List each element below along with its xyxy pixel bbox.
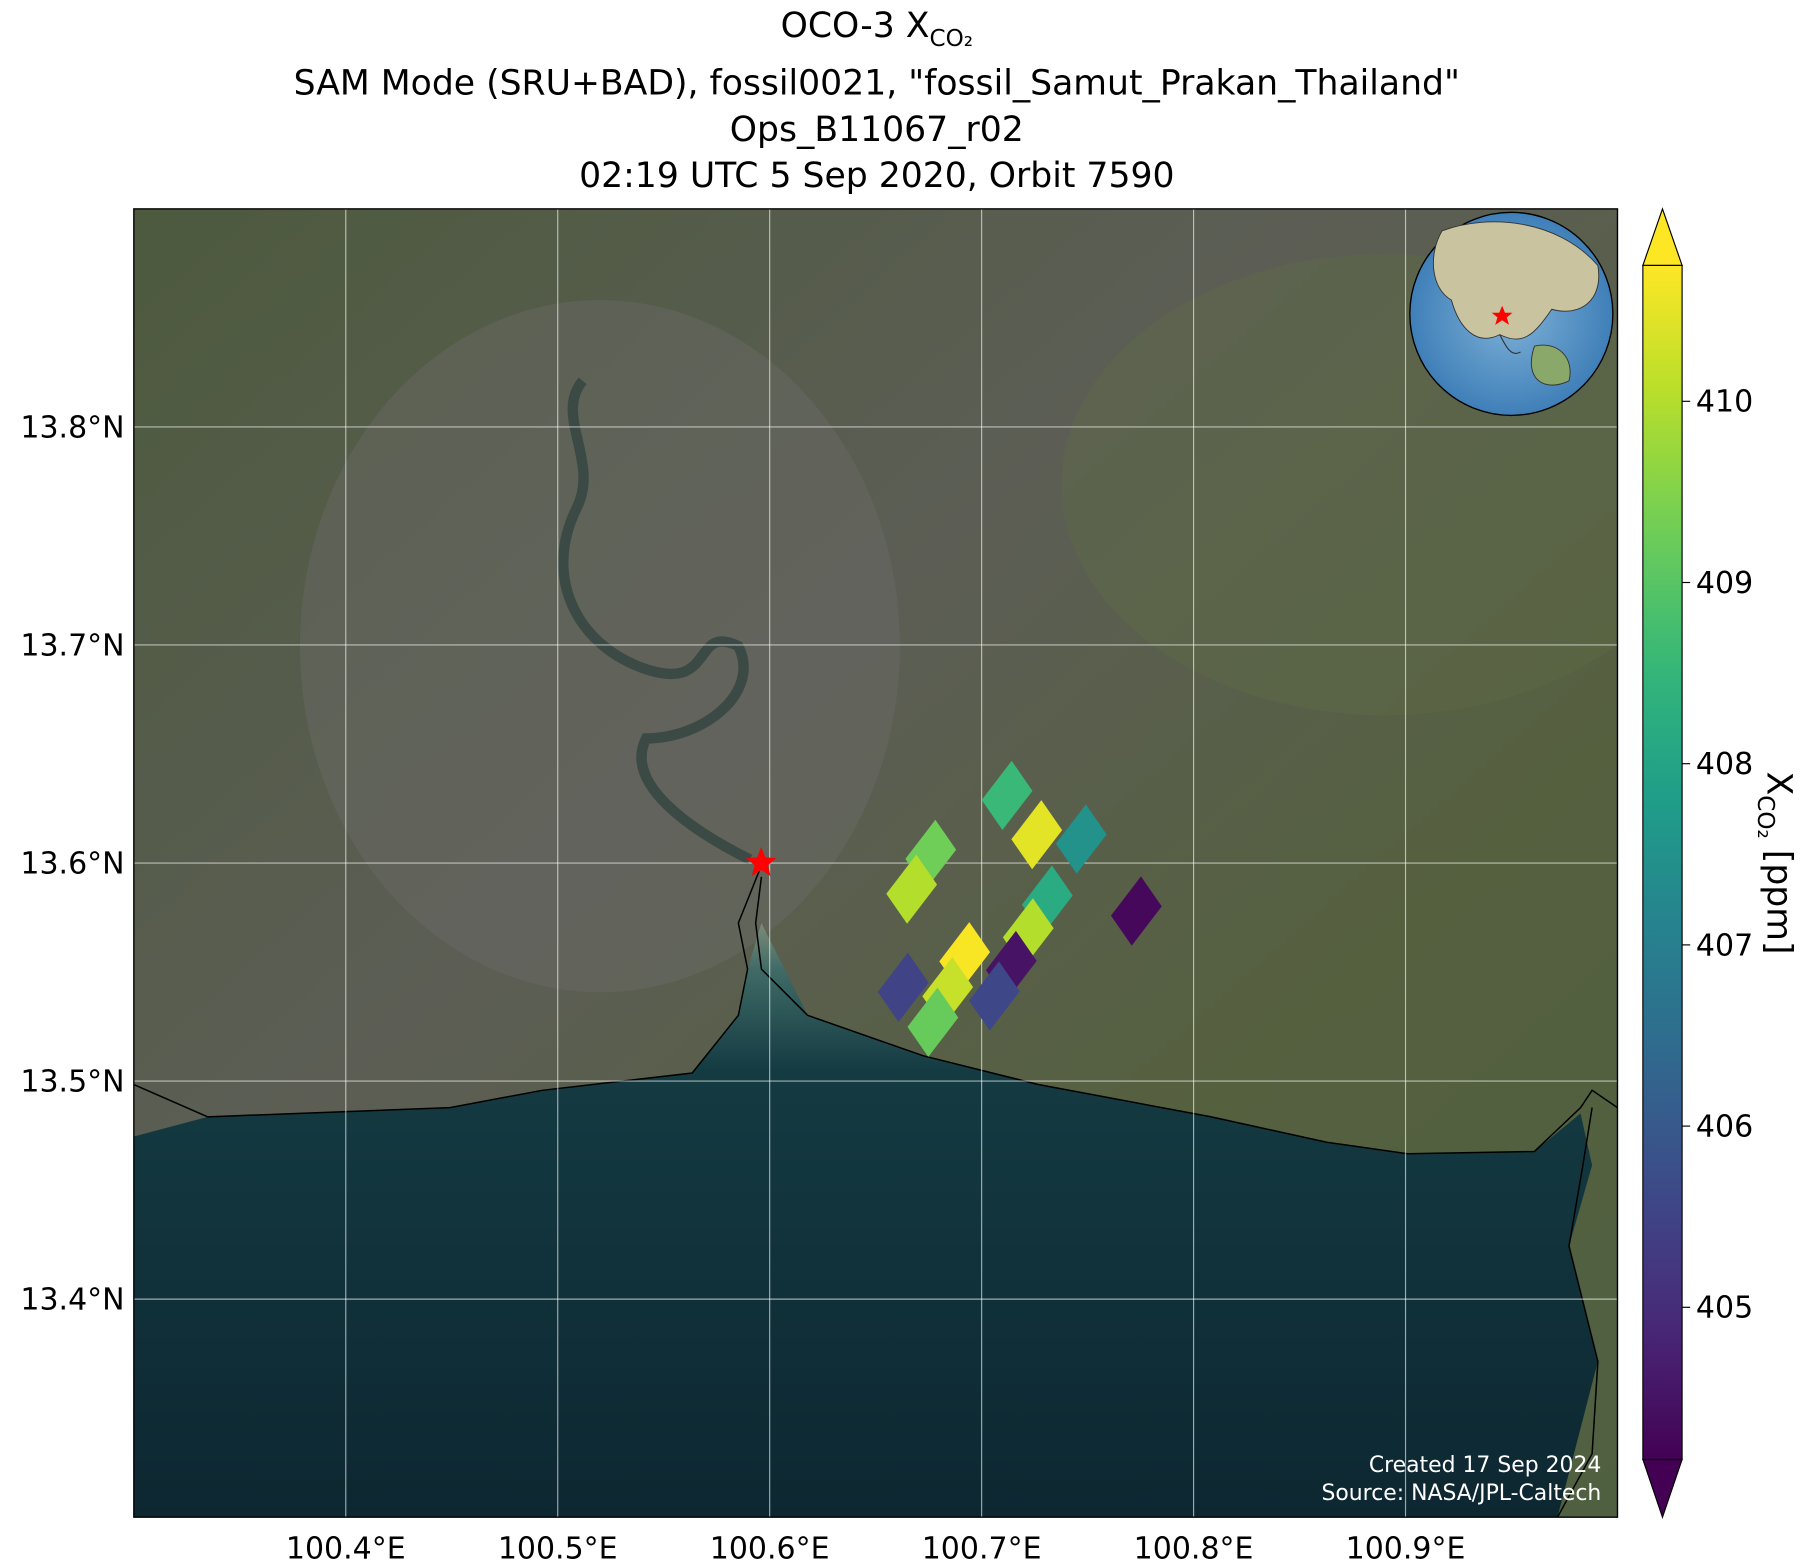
colorbar-label-subscript: CO₂	[1752, 795, 1778, 839]
title-subscript: CO₂	[929, 26, 973, 52]
x-tick-label: 100.9°E	[1346, 1532, 1466, 1567]
x-tick-label: 100.6°E	[710, 1532, 830, 1567]
landmass	[1499, 334, 1521, 354]
colorbar-label: XCO₂ [ppm]	[1752, 772, 1798, 955]
colorbar-tick-label: 405	[1696, 1291, 1753, 1326]
colorbar-label-suffix: [ppm]	[1758, 839, 1798, 955]
x-tick-label: 100.5°E	[498, 1532, 618, 1567]
y-tick-label: 13.5°N	[20, 1064, 124, 1099]
sounding	[877, 952, 929, 1022]
sounding	[907, 987, 959, 1057]
title-main: OCO-3 X	[781, 6, 930, 46]
sounding	[886, 854, 938, 924]
x-tick-label: 100.8°E	[1134, 1532, 1254, 1567]
soundings	[745, 760, 1162, 1057]
sea	[133, 923, 1598, 1518]
sounding	[1110, 876, 1162, 946]
landmass	[1432, 221, 1600, 340]
globe-star	[1491, 305, 1513, 325]
colorbar-extend-max	[1642, 207, 1683, 266]
colorbar-tick-label: 407	[1696, 928, 1753, 963]
sounding	[1055, 804, 1107, 874]
map-frame	[133, 208, 1619, 1518]
grid: 100.4°E 100.5°E 100.6°E 100.7°E 100.8°E 100.9…	[20, 208, 1618, 1567]
river	[558, 377, 753, 865]
landmass	[1530, 344, 1571, 386]
colorbar-tick-label: 406	[1696, 1109, 1753, 1144]
y-tick-label: 13.8°N	[20, 410, 124, 445]
sounding	[1011, 800, 1063, 870]
annotations: Created 17 Sep 2024 Source: NASA/JPL-Calt…	[1321, 1453, 1601, 1506]
y-tick-label: 13.7°N	[20, 628, 124, 663]
colorbar: 405 406 407 408 409 410 XCO₂ [ppm]	[1642, 207, 1798, 1519]
annotation: Created 17 Sep 2024	[1369, 1453, 1602, 1478]
x-tick-label: 100.4°E	[286, 1532, 406, 1567]
subtitle: 02:19 UTC 5 Sep 2020, Orbit 7590	[579, 156, 1174, 196]
globe-inset	[1409, 211, 1614, 417]
y-tick-label: 13.4°N	[20, 1283, 124, 1318]
colorbar-tick-label: 410	[1696, 385, 1753, 420]
sounding	[981, 760, 1033, 831]
target-star	[745, 846, 777, 877]
subtitle: Ops_B11067_r02	[730, 110, 1024, 150]
subtitle: SAM Mode (SRU+BAD), fossil0021, "fossil_…	[294, 64, 1460, 104]
coastline	[133, 865, 1618, 1518]
x-tick-label: 100.7°E	[922, 1532, 1042, 1567]
chart-title: OCO-3 XCO₂	[781, 6, 973, 52]
colorbar-body	[1642, 264, 1683, 1461]
y-tick-label: 13.6°N	[20, 846, 124, 881]
colorbar-tick-label: 409	[1696, 566, 1753, 601]
colorbar-tick-label: 408	[1696, 747, 1753, 782]
colorbar-extend-min	[1642, 1458, 1683, 1519]
sounding	[968, 961, 1020, 1031]
subtitles: SAM Mode (SRU+BAD), fossil0021, "fossil_…	[294, 64, 1460, 196]
colorbar-label-main: X	[1758, 772, 1798, 796]
annotation: Source: NASA/JPL-Caltech	[1321, 1481, 1601, 1506]
